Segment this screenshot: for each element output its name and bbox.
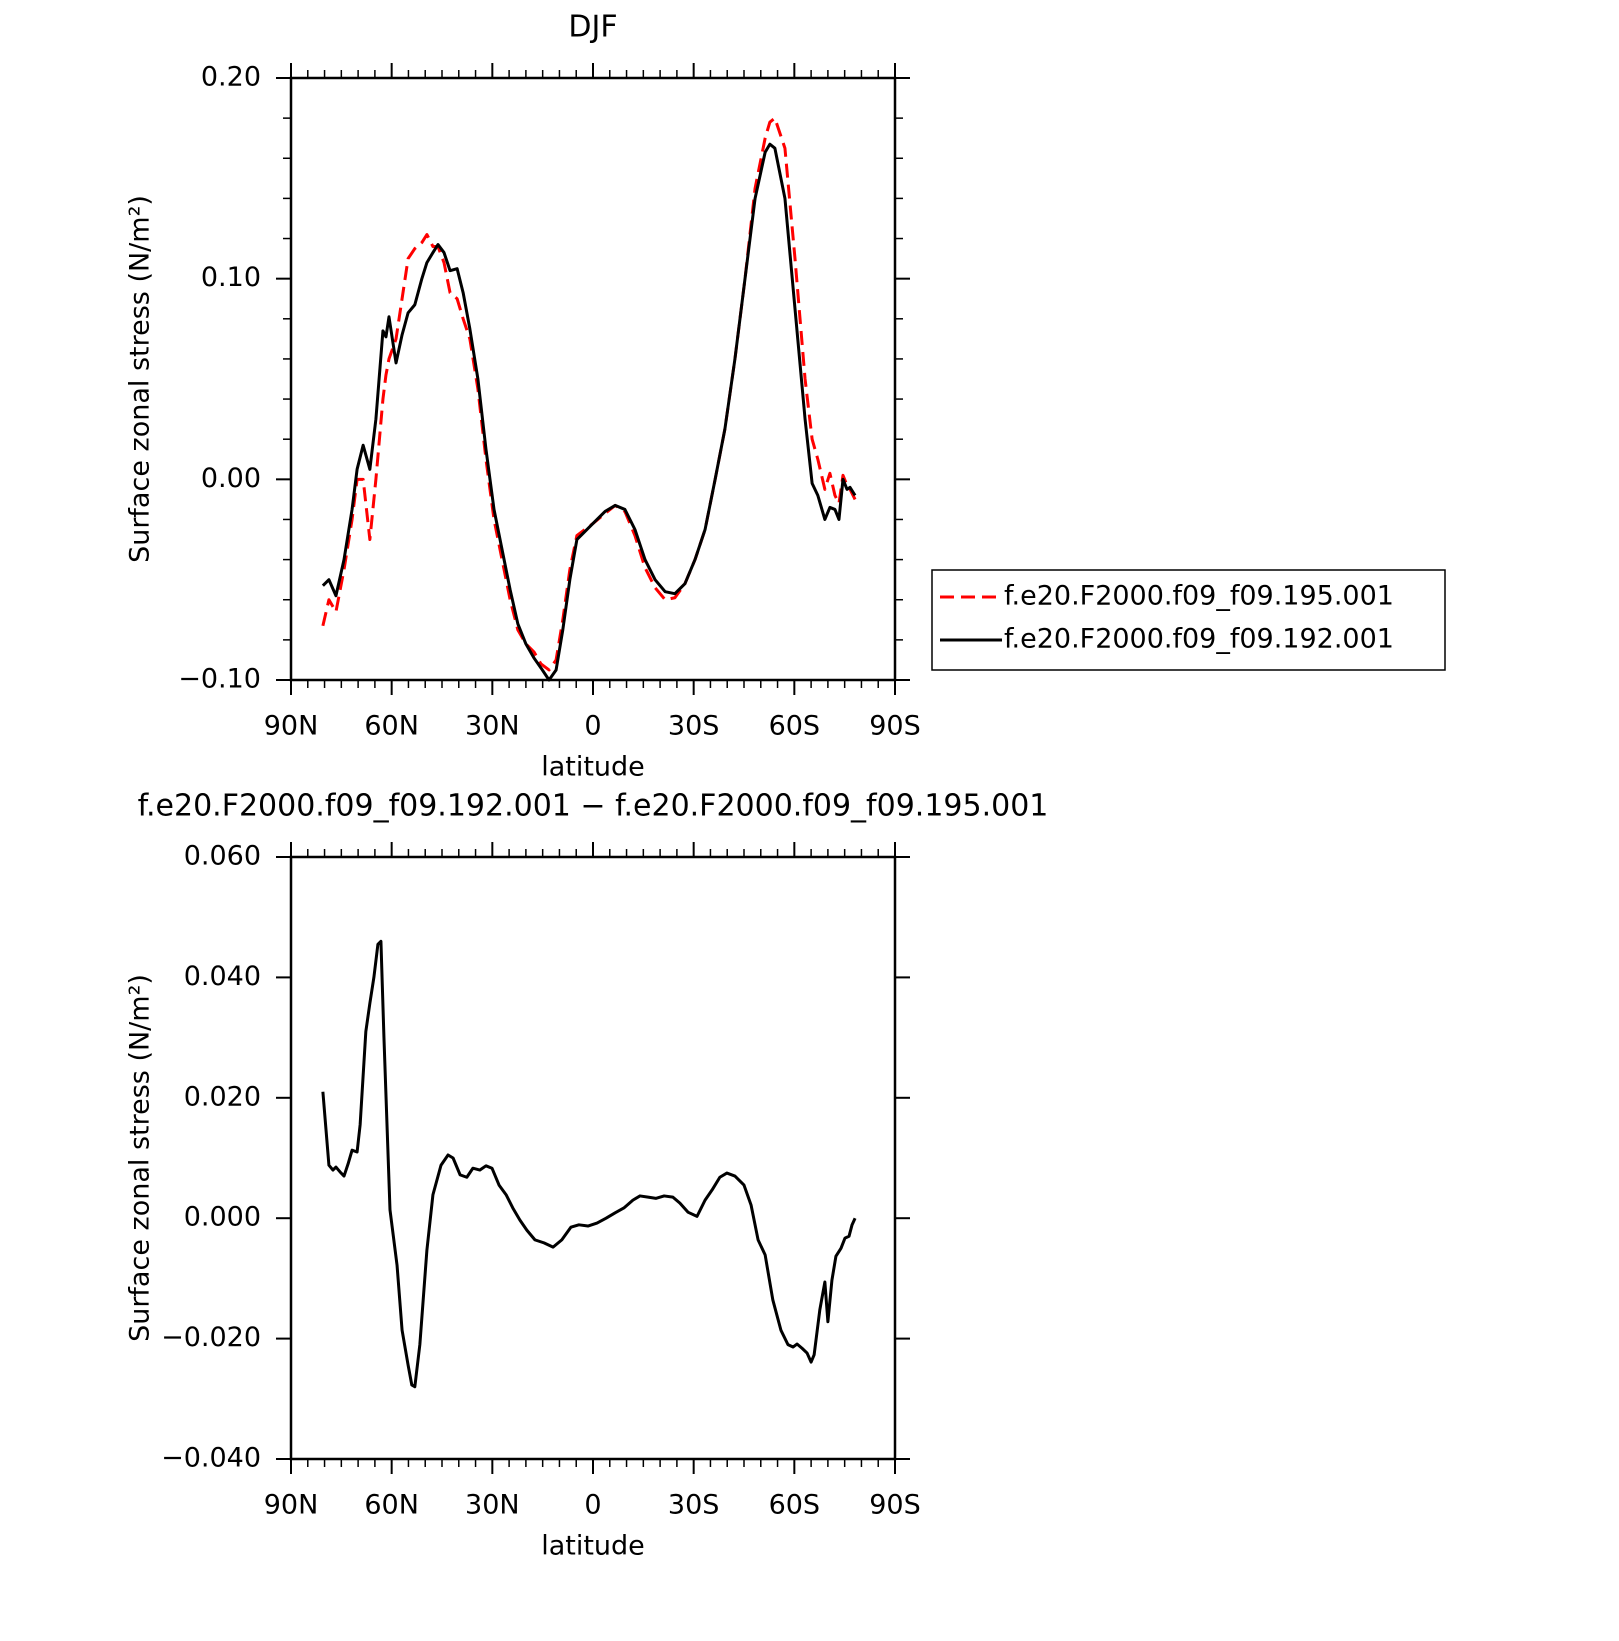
x-tick-label: 90S bbox=[869, 1490, 921, 1521]
legend-label: f.e20.F2000.f09_f09.192.001 bbox=[1004, 624, 1394, 655]
y-axis-label: Surface zonal stress (N/m²) bbox=[125, 195, 156, 563]
y-tick-label: 0.000 bbox=[184, 1202, 261, 1233]
y-tick-label: 0.20 bbox=[201, 62, 261, 93]
y-tick-label: 0.020 bbox=[184, 1081, 261, 1112]
y-tick-label: −0.020 bbox=[161, 1322, 261, 1353]
x-tick-label: 60S bbox=[769, 1490, 821, 1521]
y-tick-label: 0.040 bbox=[184, 961, 261, 992]
y-axis-label: Surface zonal stress (N/m²) bbox=[125, 974, 156, 1342]
y-tick-label: 0.060 bbox=[184, 841, 261, 872]
x-tick-label: 30S bbox=[668, 1490, 720, 1521]
x-tick-label: 60S bbox=[769, 711, 821, 742]
y-tick-label: 0.00 bbox=[201, 463, 261, 494]
x-tick-label: 90N bbox=[264, 1490, 319, 1521]
y-tick-label: −0.10 bbox=[178, 664, 261, 695]
x-axis-label: latitude bbox=[541, 752, 645, 783]
x-tick-label: 60N bbox=[364, 1490, 419, 1521]
x-axis-label: latitude bbox=[541, 1531, 645, 1562]
data-line bbox=[321, 939, 857, 1389]
x-tick-label: 90N bbox=[264, 711, 319, 742]
data-line bbox=[321, 116, 857, 672]
y-tick-label: −0.040 bbox=[161, 1443, 261, 1474]
y-tick-label: 0.10 bbox=[201, 262, 261, 293]
x-tick-label: 90S bbox=[869, 711, 921, 742]
legend-label: f.e20.F2000.f09_f09.195.001 bbox=[1004, 581, 1394, 612]
x-tick-label: 0 bbox=[584, 1490, 601, 1521]
x-tick-label: 0 bbox=[584, 711, 601, 742]
legend-box bbox=[931, 569, 1446, 671]
chart-title: DJF bbox=[568, 10, 617, 45]
chart-title: f.e20.F2000.f09_f09.192.001 − f.e20.F200… bbox=[138, 789, 1049, 824]
x-tick-label: 60N bbox=[364, 711, 419, 742]
data-line bbox=[321, 142, 857, 682]
x-tick-label: 30S bbox=[668, 711, 720, 742]
x-tick-label: 30N bbox=[465, 1490, 520, 1521]
x-tick-label: 30N bbox=[465, 711, 520, 742]
